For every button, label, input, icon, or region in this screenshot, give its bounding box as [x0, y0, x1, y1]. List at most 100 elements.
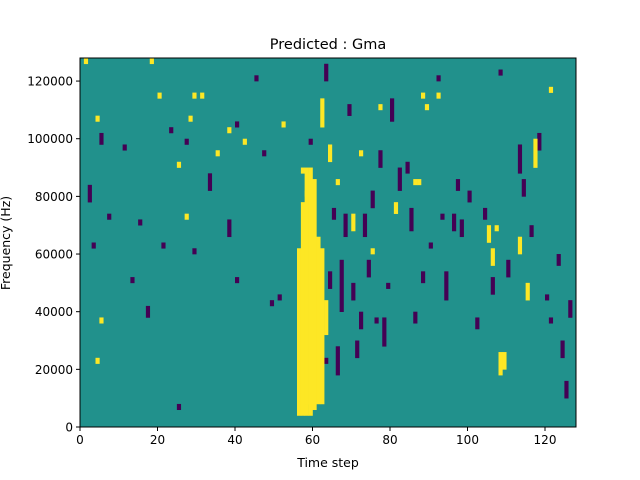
heatmap-cell-low [130, 277, 135, 284]
heatmap-cell-low [308, 138, 313, 145]
heatmap-cell-low [184, 138, 189, 145]
heatmap-cell-low [359, 311, 364, 330]
heatmap-cell-low [459, 219, 464, 238]
heatmap-cell-high [324, 300, 329, 336]
heatmap-cell-low [343, 213, 348, 238]
heatmap-cell-low [366, 259, 371, 278]
heatmap-cell-low [351, 282, 356, 301]
heatmap-cell-high [359, 150, 364, 157]
heatmap-cell-low [107, 213, 112, 220]
heatmap-cell-low [262, 150, 267, 157]
heatmap-cell-low [386, 282, 391, 289]
y-tick-label: 80000 [35, 190, 73, 204]
heatmap-cell-low [498, 69, 503, 76]
heatmap-cell-low [556, 254, 561, 266]
heatmap-cell-high [281, 121, 286, 128]
heatmap-cell-low [521, 179, 526, 197]
heatmap-cell-high [83, 58, 89, 65]
heatmap-cell-low [207, 173, 213, 191]
heatmap-cell-low [382, 317, 387, 347]
heatmap-cell-low [467, 190, 472, 203]
heatmap-cell-low [145, 305, 151, 318]
heatmap-cell-high [486, 225, 492, 243]
heatmap-cell-low [87, 184, 92, 203]
heatmap-cell-low [374, 317, 379, 324]
heatmap-cell-low [269, 300, 275, 307]
heatmap-cell-low [335, 346, 340, 376]
heatmap-cell-low [405, 161, 410, 174]
heatmap-cell-low [235, 121, 240, 128]
heatmap-cell-high [304, 167, 309, 405]
heatmap-cell-low [122, 144, 127, 151]
heatmap-cell-high [498, 352, 503, 376]
heatmap-cell-low [227, 219, 232, 238]
heatmap-cell-high [335, 179, 340, 186]
heatmap-cell-low [347, 104, 352, 116]
heatmap-cell-low [545, 294, 550, 301]
heatmap-cell-low [277, 294, 282, 301]
heatmap-cell-high [533, 138, 538, 168]
heatmap-cell-low [324, 357, 329, 364]
heatmap-cell-low [161, 242, 166, 249]
heatmap-cell-high [215, 150, 220, 157]
x-tick-label: 20 [150, 433, 165, 447]
y-axis-ticks: 0 20000 40000 60000 80000 100000 120000 [27, 75, 80, 435]
heatmap-cell-high [184, 213, 189, 220]
heatmap-cell-high [300, 202, 306, 416]
heatmap-cell-high [308, 167, 313, 416]
heatmap-cells [80, 58, 576, 427]
heatmap-cell-high [149, 58, 154, 65]
x-tick-label: 120 [534, 433, 557, 447]
heatmap-cell-low [413, 311, 418, 324]
heatmap-cell-low [568, 300, 573, 318]
x-tick-label: 0 [76, 433, 84, 447]
heatmap-cell-low [455, 179, 461, 191]
heatmap-cell-low [235, 277, 240, 284]
heatmap-cell-low [444, 271, 449, 301]
y-tick-label: 120000 [27, 75, 73, 89]
heatmap-cell-high [320, 98, 325, 128]
x-tick-label: 40 [227, 433, 242, 447]
heatmap-cell-low [254, 75, 259, 82]
heatmap-cell-low [328, 271, 333, 289]
heatmap-cell-high [351, 213, 356, 232]
heatmap-cell-high [525, 282, 530, 301]
heatmap-cell-low [324, 63, 329, 82]
heatmap-cell-low [370, 190, 375, 209]
heatmap-cell-low [339, 259, 344, 312]
heatmap-cell-high [242, 138, 247, 145]
heatmap-cell-high [316, 236, 321, 405]
heatmap-cell-high [424, 104, 430, 111]
heatmap-cell-low [564, 380, 569, 399]
heatmap-cell-low [169, 127, 174, 134]
heatmap-cell-high [320, 248, 325, 405]
heatmap-cell-high [490, 248, 495, 266]
heatmap-cell-low [537, 132, 542, 151]
heatmap-cell-low [91, 242, 96, 249]
y-tick-label: 40000 [35, 305, 73, 319]
heatmap-cell-low [397, 167, 402, 191]
y-tick-label: 20000 [35, 363, 73, 377]
heatmap-cell-low [192, 248, 197, 255]
heatmap-cell-low [421, 271, 426, 284]
heatmap-cell-low [390, 98, 395, 122]
heatmap-cell-high [312, 179, 317, 411]
heatmap-cell-high [188, 115, 193, 122]
heatmap-cell-low [548, 317, 554, 324]
heatmap-cell-high [502, 352, 507, 370]
heatmap-cell-low [506, 259, 511, 278]
heatmap-cell-high [370, 248, 375, 255]
heatmap-cell-low [176, 403, 182, 411]
plot-frame [79, 57, 577, 428]
heatmap-cell-low [409, 207, 414, 232]
heatmap-cell-high [297, 248, 302, 416]
y-tick-label: 60000 [35, 248, 73, 262]
heatmap-cell-high [417, 179, 422, 186]
heatmap-cell-high [300, 167, 306, 174]
heatmap-cell-low [529, 225, 534, 238]
heatmap-cell-low [99, 132, 104, 145]
heatmap-cell-low [355, 340, 360, 359]
heatmap-cell-high [328, 144, 333, 163]
x-tick-label: 100 [456, 433, 479, 447]
